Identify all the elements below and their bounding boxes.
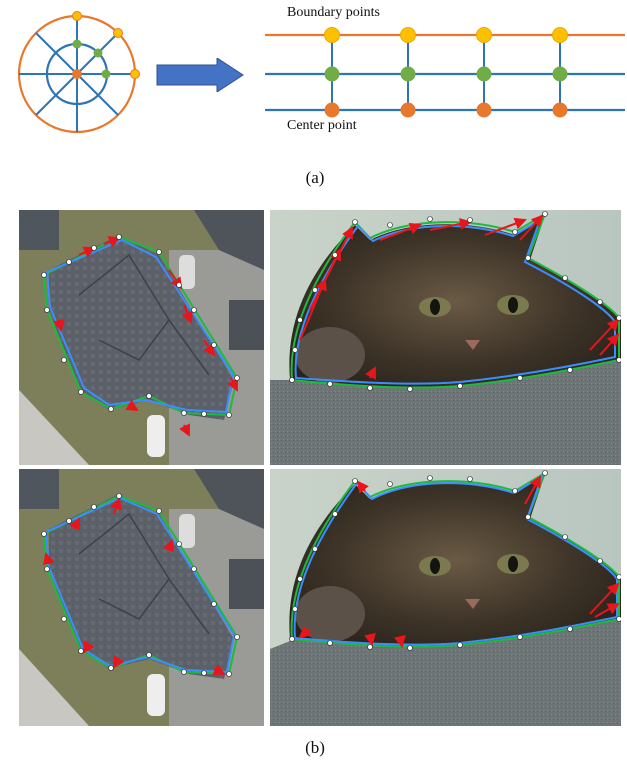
intermediate-point xyxy=(72,39,82,49)
transform-arrow-icon xyxy=(156,58,244,92)
center-point xyxy=(72,69,82,79)
center-point-label: Center point xyxy=(287,118,357,133)
boundary-point xyxy=(130,69,140,79)
building-aerial-panel-bottom xyxy=(19,469,264,726)
caption-b: (b) xyxy=(305,738,325,757)
intermediate-point xyxy=(476,66,492,82)
center-point xyxy=(324,102,340,118)
center-point xyxy=(552,102,568,118)
boundary-point xyxy=(400,27,416,43)
intermediate-point xyxy=(324,66,340,82)
boundary-point xyxy=(552,27,568,43)
cat-photo-panel-top xyxy=(270,210,621,465)
building-aerial-panel-top xyxy=(19,210,264,465)
intermediate-point xyxy=(400,66,416,82)
caption-a: (a) xyxy=(305,168,325,187)
intermediate-point xyxy=(101,69,111,79)
polar-sampling-diagram xyxy=(17,11,140,134)
boundary-point xyxy=(113,28,123,38)
boundary-points-label: Boundary points xyxy=(287,5,380,20)
intermediate-point xyxy=(552,66,568,82)
boundary-point xyxy=(476,27,492,43)
intermediate-point xyxy=(93,48,103,58)
center-point xyxy=(400,102,416,118)
boundary-point xyxy=(324,27,340,43)
center-point xyxy=(476,102,492,118)
unrolled-grid-diagram xyxy=(265,27,625,118)
cat-photo-panel-bottom xyxy=(270,469,621,726)
boundary-point xyxy=(72,11,82,21)
